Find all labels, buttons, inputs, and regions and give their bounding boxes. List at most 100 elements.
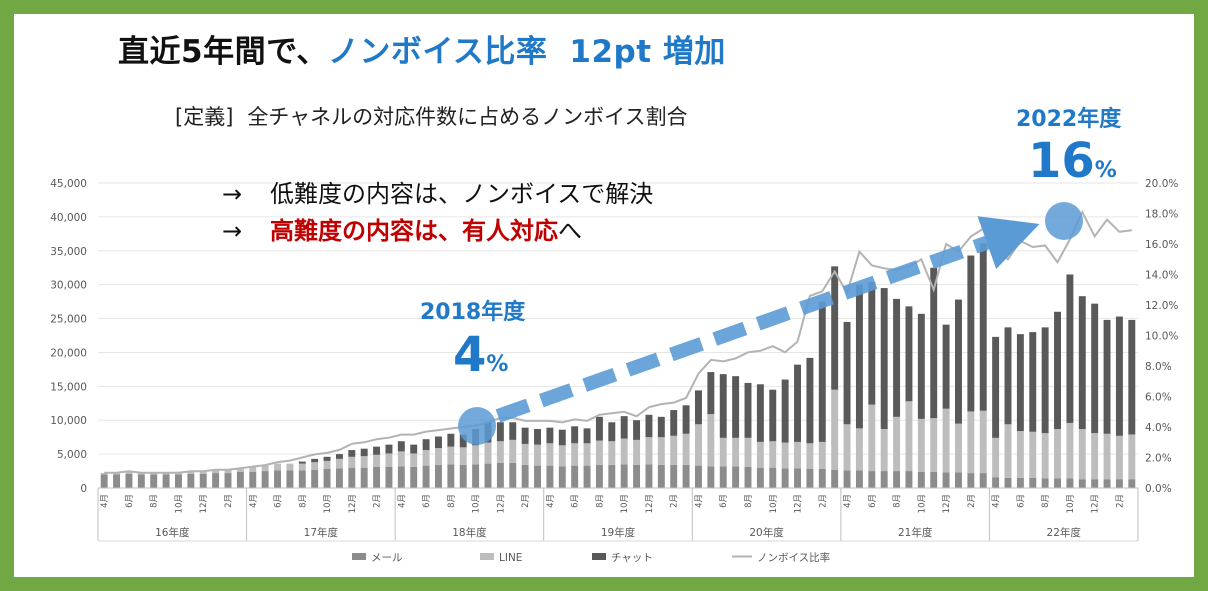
month-tick-label: 8月 (1041, 494, 1051, 508)
right-tick-label: 10.0% (1145, 331, 1178, 343)
bar-chat (422, 439, 430, 451)
bar-chat (880, 288, 888, 430)
bar-chat (558, 429, 566, 446)
left-tick-label: 30,000 (50, 280, 87, 292)
bar-mail (955, 472, 962, 488)
bar-line (893, 416, 901, 472)
bar-mail (100, 474, 108, 488)
bar-mail (855, 470, 863, 488)
month-tick-label: 10月 (175, 494, 185, 513)
bar-mail (769, 467, 777, 488)
bar-line (496, 441, 504, 463)
year-tick-label: 19年度 (601, 526, 636, 539)
bar-chat (348, 450, 356, 457)
bar-line (868, 404, 876, 472)
bar-mail (670, 464, 678, 488)
callout-2022-year: 2022年度 (1016, 107, 1122, 132)
month-tick-label: 4月 (992, 494, 1002, 508)
bar-line (769, 441, 777, 468)
bar-chat (583, 428, 591, 444)
bar-line (620, 438, 628, 465)
left-tick-label: 45,000 (50, 178, 87, 190)
bar-chat (571, 426, 579, 444)
bar-chat (509, 422, 517, 440)
bar-mail (311, 469, 319, 488)
bar-chat (744, 382, 752, 438)
right-tick-label: 16.0% (1145, 239, 1178, 251)
year-tick-label: 22年度 (1047, 526, 1082, 539)
bar-chat (298, 461, 306, 464)
bar-line (274, 463, 281, 471)
bar-chat (992, 336, 1000, 438)
bar-mail (509, 462, 517, 488)
month-tick-label: 8月 (447, 494, 457, 508)
bar-chat (1004, 327, 1012, 425)
month-tick-label: 8月 (744, 494, 754, 508)
bar-chat (546, 427, 554, 444)
slide-title: 直近5年間で、ノンボイス比率 12pt 増加 (118, 26, 726, 71)
bar-line (930, 418, 938, 472)
year-tick-label: 16年度 (155, 526, 190, 539)
bar-line (608, 441, 616, 465)
bar-line (1128, 434, 1136, 480)
bar-mail (831, 469, 839, 488)
month-tick-label: 12月 (942, 494, 952, 513)
bar-line (806, 443, 814, 470)
month-tick-label: 12月 (496, 494, 506, 513)
month-tick-label: 2月 (1115, 494, 1125, 508)
bar-line (323, 460, 331, 470)
bar-chat (781, 379, 789, 443)
month-tick-label: 2月 (670, 494, 680, 508)
month-tick-label: 6月 (422, 494, 432, 508)
right-tick-label: 6.0% (1145, 392, 1172, 404)
bar-line (571, 443, 579, 466)
legend-label: ノンボイス比率 (757, 551, 830, 564)
bar-chat (769, 389, 777, 442)
bar-chat (831, 266, 839, 390)
arrow-2: → (222, 217, 243, 245)
point-1: → 低難度の内容は、ノンボイスで解決 (222, 174, 653, 209)
bar-line (261, 465, 269, 472)
bar-chat (695, 390, 702, 425)
bar-line (992, 437, 1000, 478)
bar-line (335, 458, 343, 469)
bar-chat (917, 313, 925, 419)
bar-mail (695, 465, 702, 488)
definition-line: [定義] 全チャネルの対応件数に占めるノンボイス割合 (175, 101, 688, 131)
bar-mail (286, 470, 294, 488)
bar-line (509, 439, 517, 463)
bar-chat (657, 416, 665, 438)
bar-mail (633, 464, 641, 488)
bar-line (695, 424, 702, 466)
bar-line (397, 451, 405, 467)
right-tick-label: 20.0% (1145, 178, 1178, 190)
bar-mail (917, 471, 925, 488)
month-tick-label: 8月 (595, 494, 605, 508)
bar-line (818, 441, 826, 470)
bar-chat (385, 444, 393, 454)
legend-label: LINE (499, 552, 522, 564)
month-tick-label: 2月 (818, 494, 828, 508)
bar-chat (447, 433, 455, 447)
bar-line (719, 437, 727, 467)
bar-mail (794, 468, 801, 488)
bar-line (942, 408, 950, 473)
bar-line (794, 441, 801, 469)
bar-line (447, 446, 455, 465)
legend-label: メール (371, 552, 403, 564)
bar-mail (979, 473, 987, 488)
bar-chat (843, 321, 851, 425)
year-tick-label: 17年度 (304, 526, 339, 539)
bar-line (546, 443, 554, 466)
definition-text: 全チャネルの対応件数に占めるノンボイス割合 (247, 105, 688, 129)
bar-mail (806, 469, 814, 488)
bar-mail (373, 466, 381, 488)
month-tick-label: 2月 (224, 494, 234, 508)
point-2-suffix: へ (558, 217, 582, 245)
bar-line (286, 463, 294, 471)
bar-mail (756, 467, 764, 488)
month-tick-label: 4月 (249, 494, 259, 508)
bar-mail (744, 466, 752, 488)
bar-line (880, 429, 888, 472)
